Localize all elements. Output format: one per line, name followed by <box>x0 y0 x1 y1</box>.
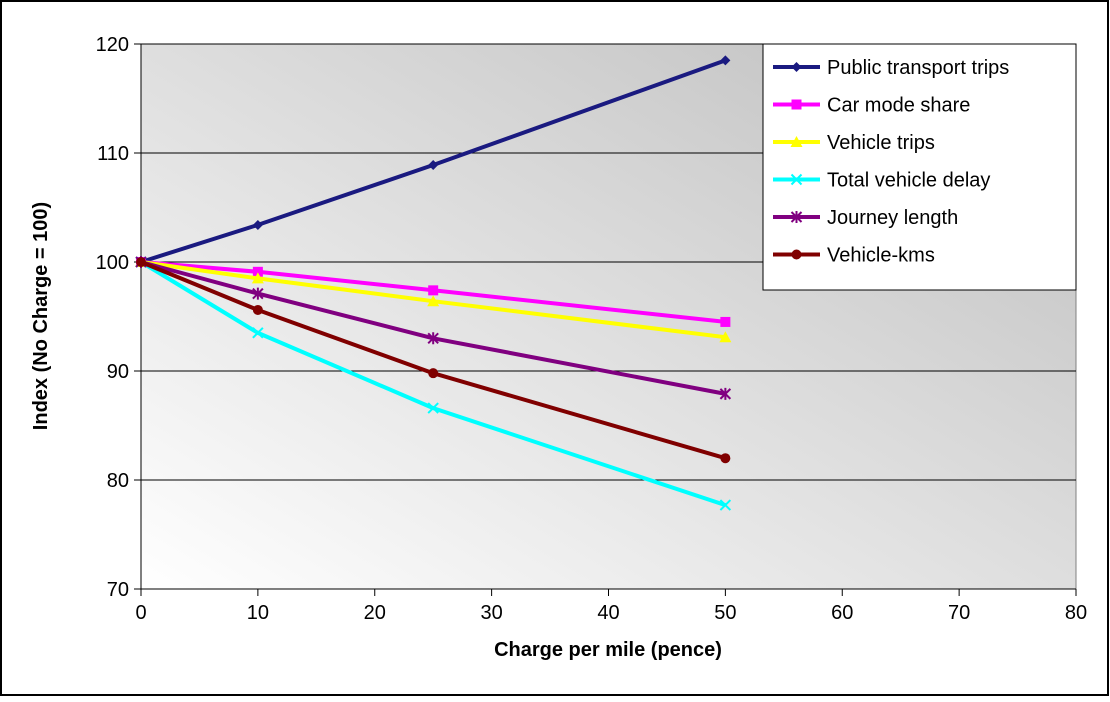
legend-box <box>762 43 1077 291</box>
data-point <box>136 257 146 267</box>
data-point <box>252 266 263 277</box>
series-line <box>140 260 726 461</box>
legend-item: Journey length <box>773 207 958 229</box>
data-point <box>251 272 264 284</box>
y-tick-label: 90 <box>107 361 129 383</box>
data-point <box>790 173 803 186</box>
x-tick-label: 80 <box>1065 602 1087 624</box>
x-tick-label: 0 <box>135 602 146 624</box>
y-tick-label: 100 <box>96 252 129 274</box>
legend-item: Total vehicle delay <box>773 170 990 192</box>
y-tick-label: 120 <box>96 34 129 56</box>
legend-label: Vehicle trips <box>827 132 935 154</box>
data-point <box>427 295 440 307</box>
data-point <box>720 55 731 66</box>
legend-label: Car mode share <box>827 95 970 117</box>
x-tick-label: 60 <box>831 602 853 624</box>
axes: 70 80 90 100 110 120 0 10 20 30 40 50 60 70 80 <box>96 34 1088 624</box>
data-point <box>427 332 439 345</box>
series-group <box>136 257 731 464</box>
data-point <box>428 285 439 296</box>
data-point <box>252 287 264 300</box>
data-point <box>719 331 732 343</box>
series-line <box>140 260 726 324</box>
data-point <box>252 219 263 230</box>
series-group <box>135 256 732 400</box>
legend-label: Vehicle-kms <box>827 245 935 267</box>
data-point <box>252 327 264 339</box>
x-tick-label: 10 <box>247 602 269 624</box>
data-point <box>719 387 732 400</box>
data-point <box>790 136 803 147</box>
legend-item: Vehicle trips <box>773 132 935 154</box>
x-tick-label: 40 <box>597 602 619 624</box>
series-line <box>139 260 727 507</box>
x-tick-label: 30 <box>481 602 503 624</box>
y-axis-title: Index (No Charge = 100) <box>30 202 52 430</box>
legend: Public transport trips Car mode share Vehi… <box>762 43 1077 291</box>
data-point <box>428 368 439 379</box>
series-line <box>140 260 726 340</box>
series-line <box>140 260 726 396</box>
data-point <box>719 499 732 511</box>
x-tick-label: 20 <box>364 602 386 624</box>
x-tick-label: 70 <box>948 602 970 624</box>
data-point <box>791 249 802 260</box>
legend-label: Public transport trips <box>827 57 1009 79</box>
y-tick-label: 110 <box>97 143 129 165</box>
legend-item: Car mode share <box>773 95 970 117</box>
x-axis-title: Charge per mile (pence) <box>494 639 722 661</box>
data-point <box>791 62 802 72</box>
data-point <box>252 304 263 315</box>
legend-label: Total vehicle delay <box>827 170 990 192</box>
legend-item: Vehicle-kms <box>773 245 935 267</box>
data-point <box>428 159 439 170</box>
data-point <box>790 211 803 223</box>
series-lines <box>135 55 732 511</box>
data-point <box>720 316 731 327</box>
y-tick-label: 70 <box>107 579 129 601</box>
legend-label: Journey length <box>827 207 958 229</box>
x-tick-label: 50 <box>714 602 736 624</box>
data-point <box>791 99 802 110</box>
y-tick-label: 80 <box>107 470 129 492</box>
data-point <box>427 402 439 414</box>
data-point <box>720 453 731 464</box>
legend-item: Public transport trips <box>773 57 1009 79</box>
series-line <box>140 58 727 264</box>
